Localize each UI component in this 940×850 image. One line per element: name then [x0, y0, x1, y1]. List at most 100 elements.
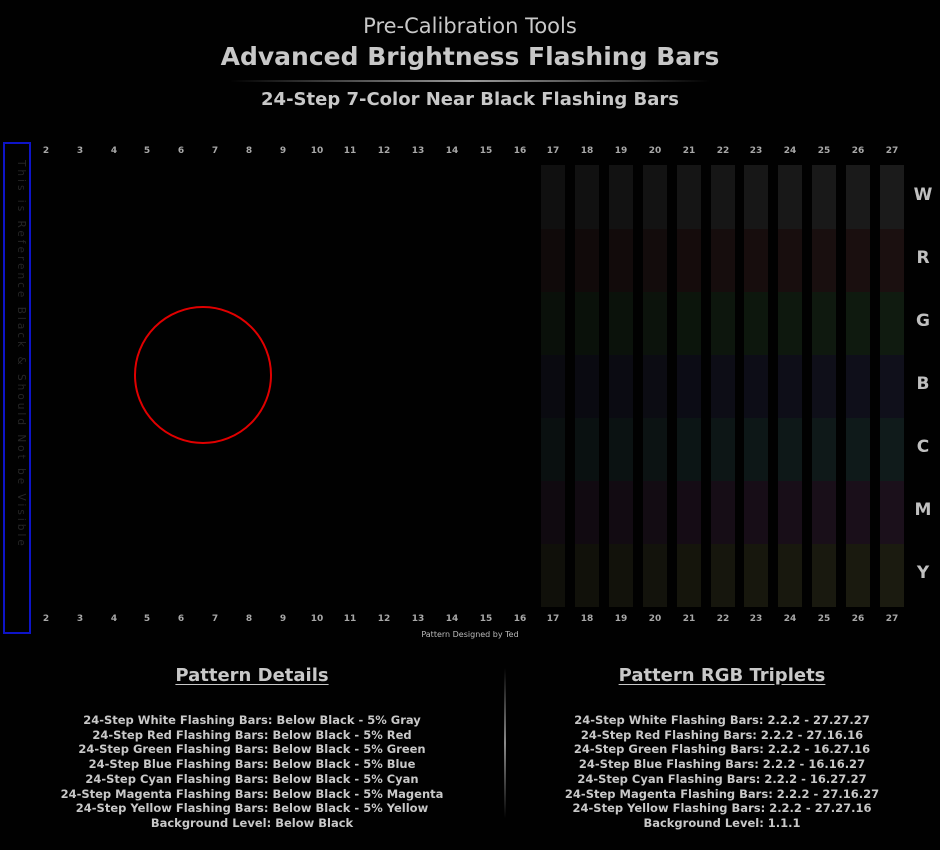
step-number: 11 — [343, 146, 357, 156]
flashing-bar-cell — [575, 544, 599, 607]
page-title: Advanced Brightness Flashing Bars — [220, 42, 720, 71]
flashing-bar-cell — [541, 292, 565, 355]
step-number: 19 — [614, 146, 628, 156]
step-number: 2 — [42, 614, 50, 624]
triplet-line: 24-Step Yellow Flashing Bars: 2.2.2 - 27… — [572, 801, 872, 816]
details-line: 24-Step Magenta Flashing Bars: Below Bla… — [60, 786, 444, 801]
step-number: 27 — [885, 614, 899, 624]
flashing-bar-cell — [541, 418, 565, 481]
flashing-bar-cell — [643, 292, 667, 355]
step-number: 3 — [76, 146, 84, 156]
flashing-bar-cell — [643, 418, 667, 481]
flashing-bar-cell — [711, 481, 735, 544]
flashing-bar-cell — [880, 165, 904, 229]
step-number: 22 — [716, 146, 730, 156]
flashing-bar-cell — [846, 481, 870, 544]
red-circle-marker — [134, 306, 272, 444]
flashing-bar-cell — [541, 544, 565, 607]
step-number: 8 — [245, 146, 253, 156]
flashing-bar-column — [541, 165, 565, 607]
step-number: 24 — [783, 146, 797, 156]
flashing-bar-cell — [880, 355, 904, 418]
flashing-bar-cell — [643, 544, 667, 607]
flashing-bar-cell — [744, 292, 768, 355]
flashing-bar-cell — [575, 165, 599, 229]
flashing-bar-cell — [778, 165, 802, 229]
details-line: 24-Step Green Flashing Bars: Below Black… — [78, 742, 426, 757]
step-number: 18 — [580, 146, 594, 156]
step-number: 24 — [783, 614, 797, 624]
page-subtitle: 24-Step 7-Color Near Black Flashing Bars — [261, 89, 679, 110]
step-number: 19 — [614, 614, 628, 624]
pattern-details-title: Pattern Details — [175, 665, 329, 686]
flashing-bar-cell — [609, 165, 633, 229]
rgb-triplets-title: Pattern RGB Triplets — [618, 665, 826, 686]
flashing-bar-cell — [677, 355, 701, 418]
step-number: 26 — [851, 146, 865, 156]
flashing-bar-cell — [609, 481, 633, 544]
flashing-bar-cell — [643, 165, 667, 229]
flashing-bar-cell — [812, 544, 836, 607]
step-number: 15 — [479, 146, 493, 156]
step-number: 16 — [513, 614, 527, 624]
flashing-bar-cell — [711, 292, 735, 355]
row-label-g: G — [916, 311, 930, 331]
flashing-bar-column — [812, 165, 836, 607]
flashing-bar-column — [609, 165, 633, 607]
flashing-bar-cell — [846, 418, 870, 481]
flashing-bar-cell — [609, 355, 633, 418]
flashing-bar-cell — [677, 165, 701, 229]
step-number: 23 — [749, 614, 763, 624]
rgb-triplets-list: 24-Step White Flashing Bars: 2.2.2 - 27.… — [500, 713, 940, 831]
step-number: 9 — [279, 146, 287, 156]
step-number: 25 — [817, 614, 831, 624]
step-number: 9 — [279, 614, 287, 624]
designer-credit: Pattern Designed by Ted — [421, 630, 519, 639]
row-label-w: W — [913, 185, 933, 205]
triplet-line: 24-Step Cyan Flashing Bars: 2.2.2 - 16.2… — [577, 771, 867, 786]
step-number: 10 — [310, 614, 324, 624]
flashing-bar-cell — [744, 165, 768, 229]
flashing-bar-column — [778, 165, 802, 607]
flashing-bar-cell — [677, 481, 701, 544]
step-number: 11 — [343, 614, 357, 624]
row-label-y: Y — [916, 563, 930, 583]
flashing-bar-cell — [609, 418, 633, 481]
flashing-bar-cell — [846, 544, 870, 607]
flashing-bar-cell — [744, 355, 768, 418]
step-number: 10 — [310, 146, 324, 156]
flashing-bar-cell — [575, 481, 599, 544]
flashing-bar-cell — [609, 292, 633, 355]
flashing-bar-cell — [711, 544, 735, 607]
flashing-bar-cell — [575, 418, 599, 481]
flashing-bar-cell — [677, 229, 701, 292]
step-number: 14 — [445, 146, 459, 156]
flashing-bar-cell — [541, 355, 565, 418]
step-number: 13 — [411, 146, 425, 156]
details-line: 24-Step Blue Flashing Bars: Below Black … — [88, 757, 416, 772]
flashing-bar-cell — [744, 229, 768, 292]
flashing-bar-cell — [677, 292, 701, 355]
flashing-bar-cell — [677, 544, 701, 607]
step-number: 16 — [513, 146, 527, 156]
details-line: 24-Step Yellow Flashing Bars: Below Blac… — [75, 801, 429, 816]
step-number: 21 — [682, 614, 696, 624]
flashing-bar-cell — [812, 418, 836, 481]
flashing-bar-cell — [778, 544, 802, 607]
flashing-bar-cell — [643, 481, 667, 544]
step-number: 17 — [546, 614, 560, 624]
step-number: 13 — [411, 614, 425, 624]
step-number: 7 — [211, 146, 219, 156]
step-number: 20 — [648, 146, 662, 156]
step-number: 6 — [177, 146, 185, 156]
flashing-bar-cell — [541, 481, 565, 544]
step-number: 12 — [377, 146, 391, 156]
reference-black-text: This is Reference Black & Should Not be … — [15, 160, 27, 549]
step-number: 20 — [648, 614, 662, 624]
flashing-bar-cell — [778, 229, 802, 292]
flashing-bar-cell — [880, 481, 904, 544]
details-line: 24-Step Cyan Flashing Bars: Below Black … — [85, 771, 419, 786]
flashing-bar-cell — [778, 418, 802, 481]
details-line: Background Level: Below Black — [150, 815, 354, 830]
flashing-bar-cell — [778, 481, 802, 544]
